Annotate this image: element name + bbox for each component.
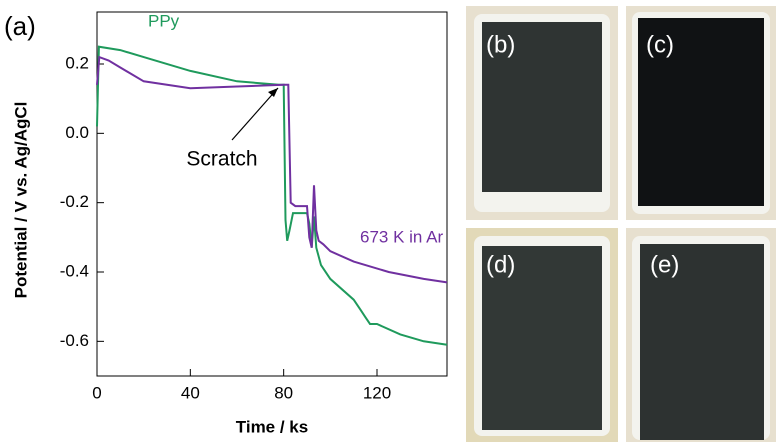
annotation: Scratch: [186, 148, 257, 171]
photo-label: (c): [646, 31, 674, 58]
legend-label: PPy: [148, 11, 180, 30]
x-axis-title: Time / ks: [236, 417, 308, 436]
x-tick-label: 120: [363, 383, 391, 402]
photo-label: (d): [486, 251, 515, 278]
y-tick-label: -0.2: [60, 192, 89, 211]
panel-label: (a): [4, 11, 36, 41]
x-tick-label: 80: [274, 383, 293, 402]
y-tick-label: 0.0: [65, 123, 89, 142]
y-axis-title: Potential / V vs. Ag/AgCl: [11, 102, 30, 299]
photo-label: (b): [486, 31, 515, 58]
photo-label: (e): [650, 251, 679, 278]
y-tick-label: -0.6: [60, 331, 89, 350]
legend-label: 673 K in Ar: [360, 227, 444, 246]
figure: (b) (c) (d) (e) (a) Time / ks Potential …: [0, 0, 781, 445]
y-tick-label: -0.4: [60, 261, 89, 280]
x-tick-label: 0: [92, 383, 101, 402]
y-tick-label: 0.2: [65, 53, 89, 72]
x-tick-label: 40: [181, 383, 200, 402]
